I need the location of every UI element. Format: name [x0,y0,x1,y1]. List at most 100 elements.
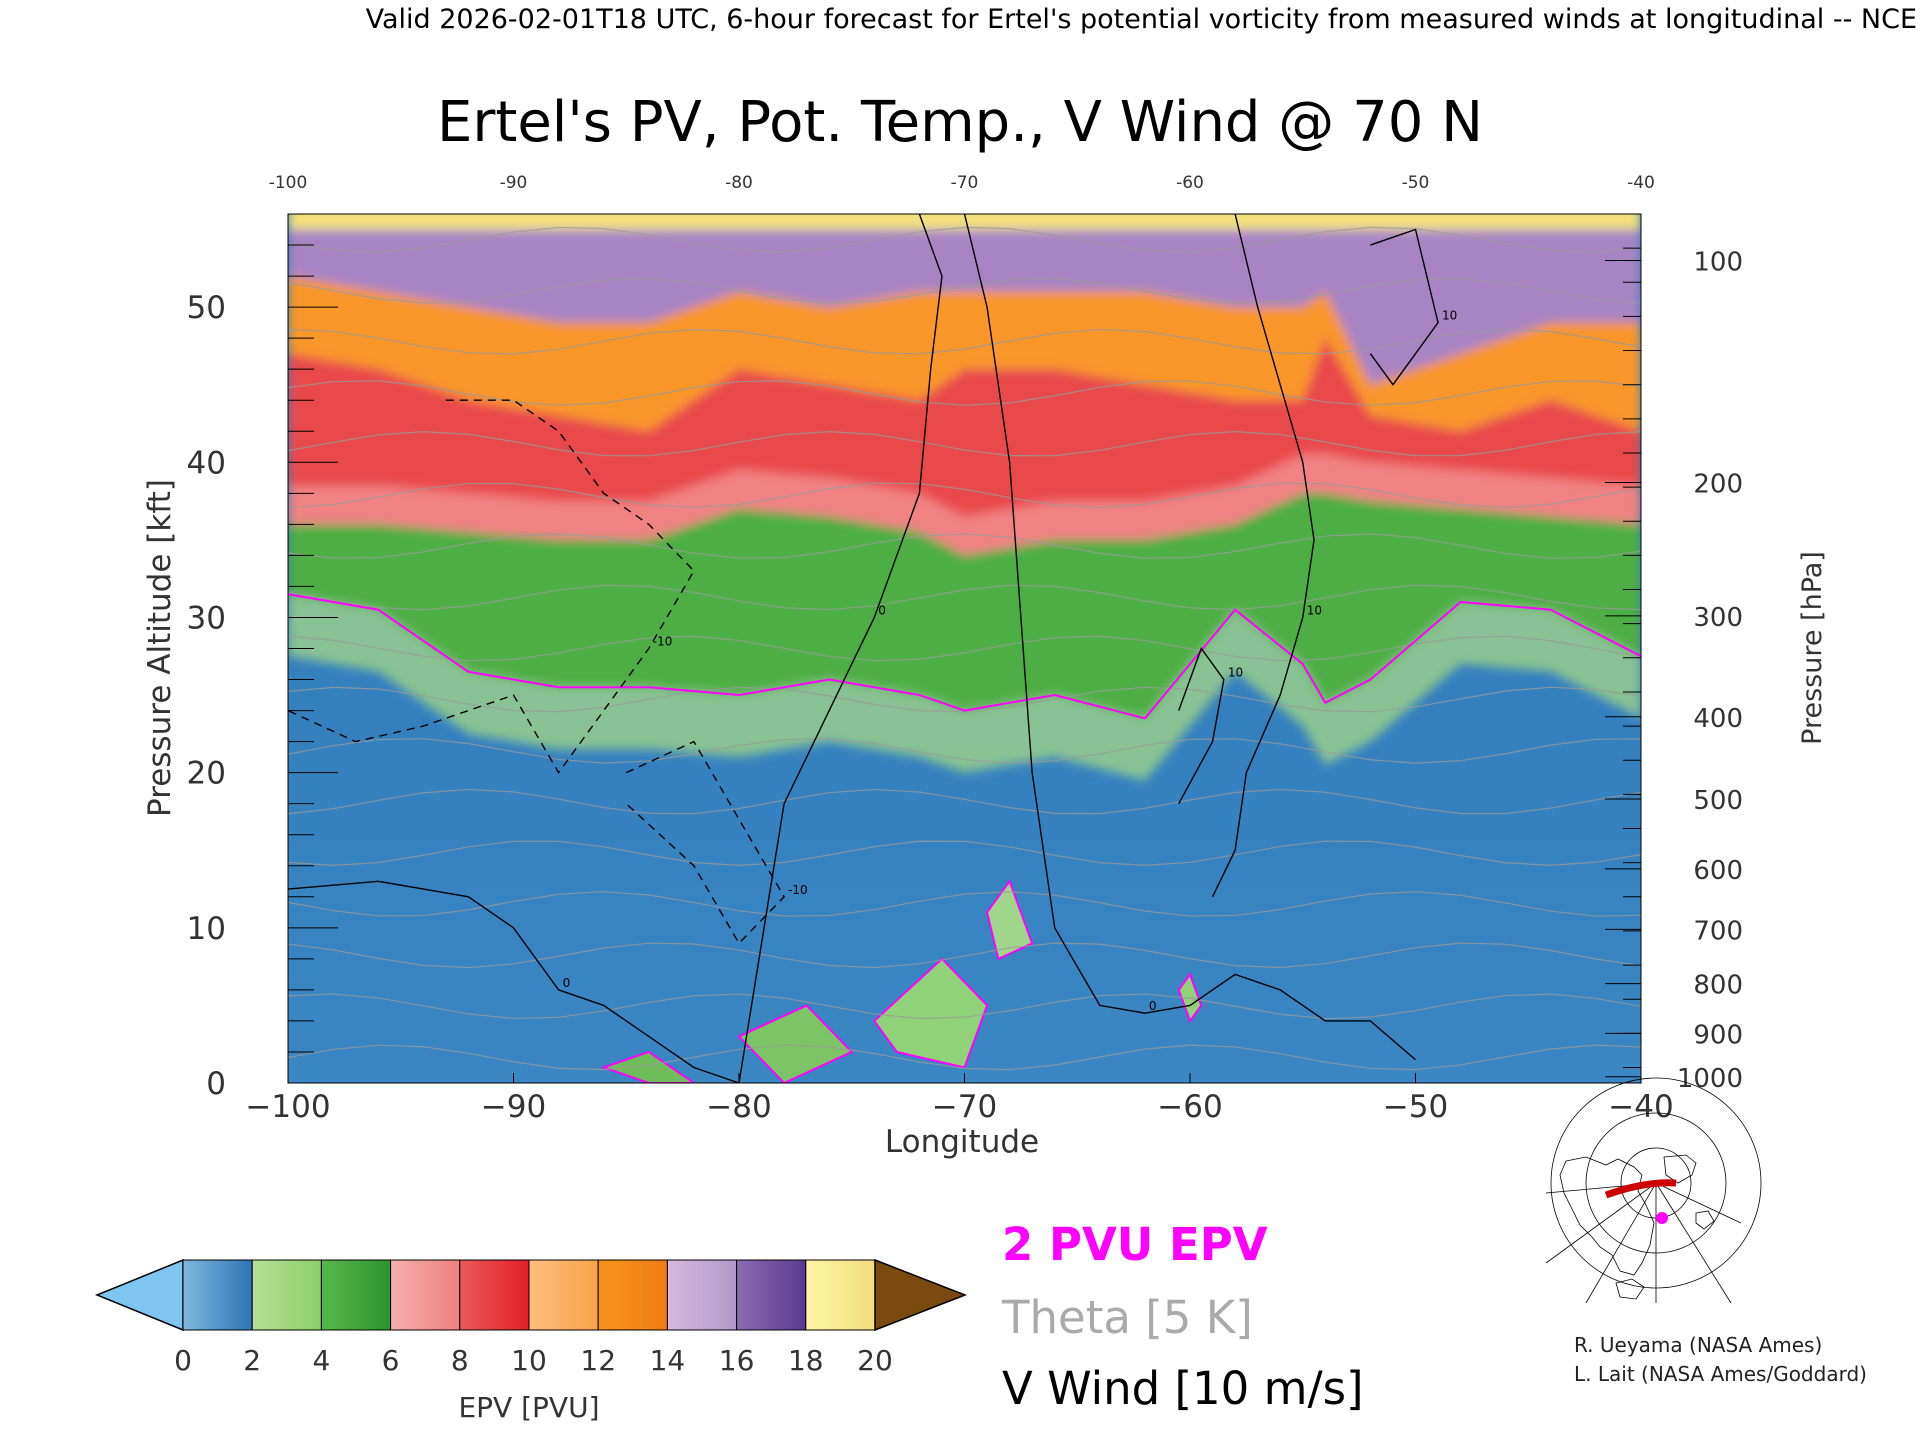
theta-line-350 [288,533,1641,559]
colorbar-tick-label: 18 [788,1344,824,1377]
x-top-tick-label: -40 [1627,173,1655,193]
x-top-tick-label: -80 [725,173,753,193]
theta-contours [288,226,1641,1071]
pressure-tick-label: 700 [1693,916,1743,946]
colorbar: 0 2 4 6 8 10 12 14 16 18 20 EPV [PVU] [95,1258,968,1424]
colorbar-segment-0 [182,1259,253,1331]
x-tick-label: −100 [245,1089,330,1125]
colorbar-tick-label: 20 [857,1344,893,1377]
colorbar-label: EPV [PVU] [458,1391,599,1424]
wind-contour-label-6: 10 [1228,666,1243,680]
pv-blob-0 [872,957,989,1069]
theta-line-270 [288,942,1641,969]
chart-title: Ertel's PV, Pot. Temp., V Wind @ 70 N [437,90,1483,155]
colorbar-tick-label: 14 [650,1344,686,1377]
valid-header: Valid 2026-02-01T18 UTC, 6-hour forecast… [366,4,1917,35]
legend-pvu: 2 PVU EPV [1002,1218,1268,1271]
y-tick-label: 40 [187,445,226,481]
wind-contour-label-5: -10 [788,883,808,897]
y-tick-label: 10 [187,911,226,947]
credit-line-2: L. Lait (NASA Ames/Goddard) [1574,1362,1867,1386]
x-axis-label: Longitude [885,1124,1039,1160]
y-tick-label: 0 [206,1066,226,1102]
colorbar-segments [182,1259,876,1331]
y-axis-label: Pressure Altitude [kft] [142,479,178,817]
colorbar-segment-1 [251,1259,322,1331]
theta-line-310 [288,738,1641,764]
colorbar-segment-3 [390,1259,461,1331]
pvu-2-contour [288,593,1641,720]
pressure-tick-label: 400 [1693,704,1743,734]
wind-contour-3 [1211,214,1315,898]
wind-contour-4 [288,399,695,774]
x-top-tick-label: -70 [951,173,979,193]
band-lightgreen [288,594,1641,781]
x-tick-label: −50 [1383,1089,1448,1125]
y-tick-label: 50 [187,290,226,326]
theta-line-260 [288,993,1641,1020]
y-tick-label: 30 [187,600,226,636]
x-top-tick-label: -100 [269,173,308,193]
wind-contour-2 [963,214,1416,1061]
band-yellow-top [288,214,1641,230]
wind-contour-5 [625,740,785,945]
band-green [288,493,1641,719]
x-top-tick-label: -50 [1402,173,1430,193]
colorbar-under-arrow [95,1258,184,1332]
wind-contour-label-1: 0 [878,603,886,617]
colorbar-tick-label: 10 [511,1344,547,1377]
theta-line-390 [288,328,1641,355]
x-tick-label: −80 [706,1089,771,1125]
x-axis-bottom: −100 −90 −80 −70 −60 −50 −40 [245,1073,1674,1125]
wind-contour-label-7: 10 [1442,309,1457,323]
colorbar-segment-8 [736,1259,807,1331]
x-tick-label: −70 [932,1089,997,1125]
colorbar-tick-label: 8 [451,1344,469,1377]
band-purple [288,214,1641,385]
x-top-tick-label: -60 [1176,173,1204,193]
colorbar-tick-label: 12 [580,1344,616,1377]
theta-line-360 [288,482,1641,509]
pressure-tick-label: 1000 [1677,1064,1743,1094]
x-tick-label: −60 [1157,1089,1222,1125]
theta-line-290 [288,840,1641,866]
pressure-tick-label: 100 [1693,248,1743,278]
theta-line-340 [288,584,1641,611]
y-axis-left: 0 10 20 30 40 50 [187,213,338,1102]
theta-line-280 [288,891,1641,917]
colorbar-over-arrow [874,1258,968,1332]
pressure-tick-label: 200 [1693,469,1743,499]
wind-contour-label-3: 10 [1307,603,1322,617]
x-axis-top: -100 -90 -80 -70 -60 -50 -40 [269,173,1655,193]
x-top-tick-label: -90 [500,173,528,193]
colorbar-segment-5 [528,1259,599,1331]
colorbar-segment-7 [666,1259,738,1331]
colorbar-tick-label: 16 [719,1344,755,1377]
legend: 2 PVU EPV Theta [5 K] V Wind [10 m/s] [1001,1218,1364,1415]
y-axis-right: 100 200 300 400 500 600 700 800 900 1000 [1605,248,1743,1094]
v-wind-contours: 0 0 0 10 -10 -10 10 10 [288,214,1457,1083]
pressure-tick-label: 800 [1693,971,1743,1001]
wind-contour-label-2: 0 [1149,999,1157,1013]
wind-contour-label-0: 0 [563,976,571,990]
pressure-tick-label: 600 [1693,856,1743,886]
theta-line-400 [288,277,1641,304]
colorbar-tick-label: 6 [382,1344,400,1377]
locator-map [1545,1077,1762,1304]
pressure-tick-label: 900 [1693,1020,1743,1050]
legend-wind: V Wind [10 m/s] [1002,1362,1364,1415]
plot-area: 0 0 0 10 -10 -10 10 10 [287,213,1642,1084]
pv-blob-2 [737,1004,854,1083]
theta-line-370 [288,431,1641,457]
colorbar-segment-9 [805,1259,876,1331]
theta-line-250 [288,1044,1641,1071]
band-orange [288,276,1641,432]
pv-blob-3 [600,1050,696,1083]
x-tick-label: −90 [481,1089,546,1125]
x-tick-label: −40 [1608,1089,1673,1125]
colorbar-segment-2 [320,1259,392,1331]
legend-theta: Theta [5 K] [1001,1291,1253,1344]
pressure-tick-label: 500 [1693,786,1743,816]
theta-line-410 [288,226,1641,253]
